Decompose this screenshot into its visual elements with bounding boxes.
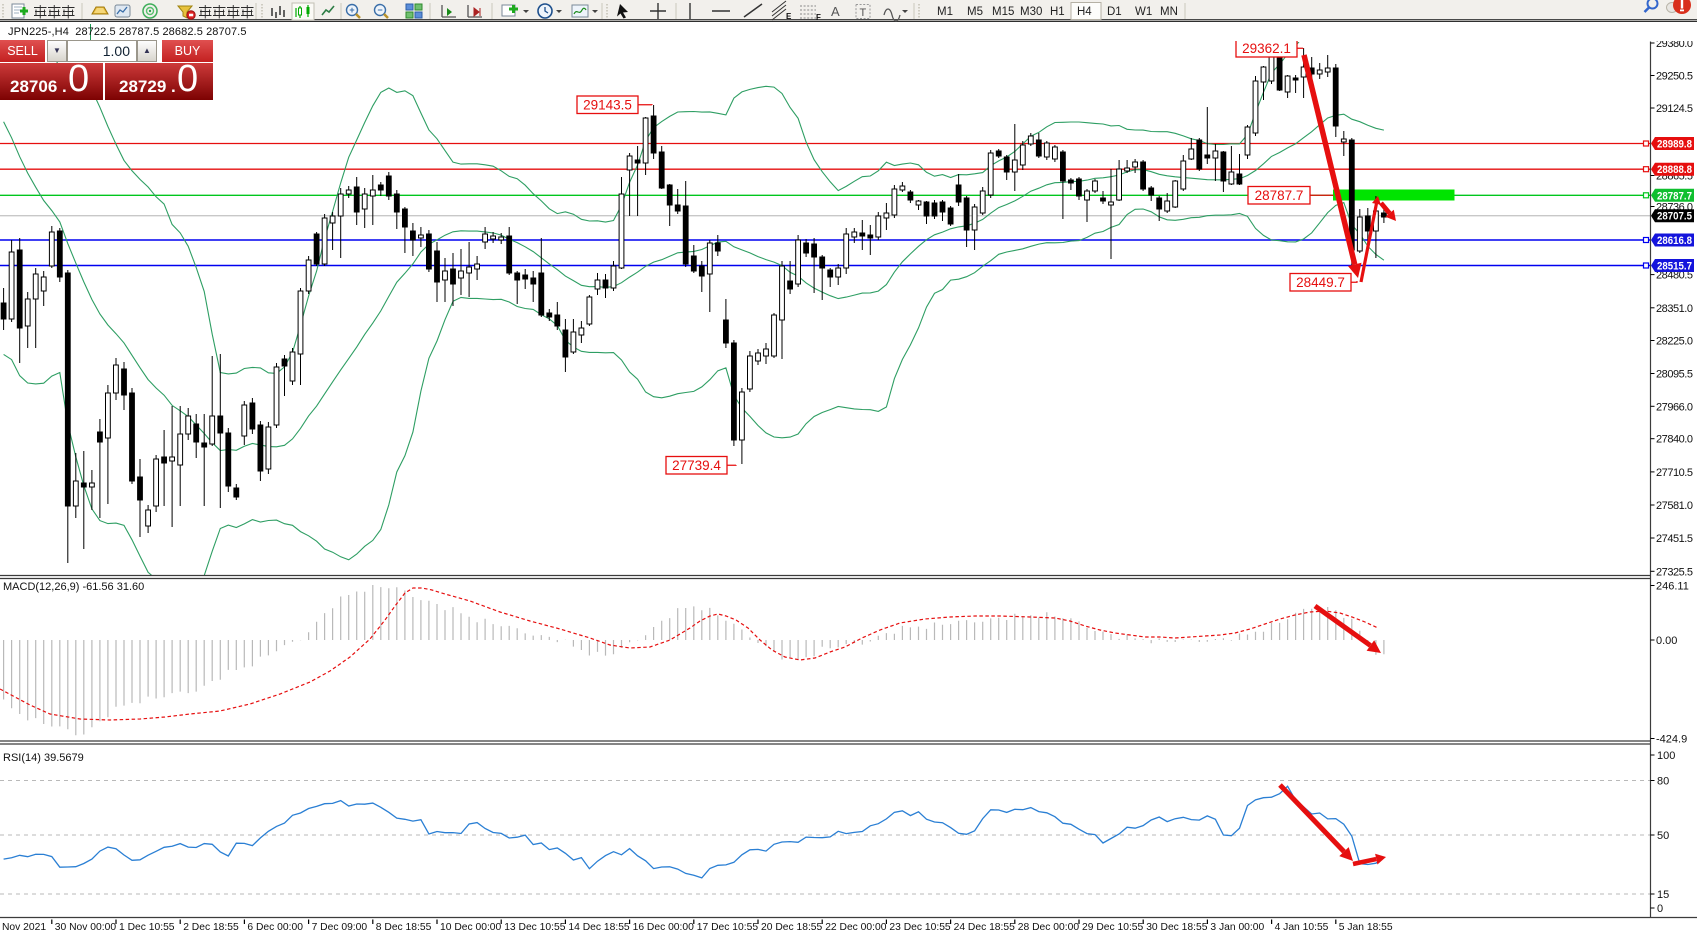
- svg-text:28449.7: 28449.7: [1296, 275, 1345, 290]
- svg-text:28225.0: 28225.0: [1656, 336, 1693, 348]
- svg-text:28095.5: 28095.5: [1656, 369, 1693, 381]
- svg-text:27739.4: 27739.4: [672, 458, 721, 473]
- svg-text:8 Dec 18:55: 8 Dec 18:55: [376, 922, 432, 933]
- svg-text:28989.8: 28989.8: [1657, 139, 1692, 151]
- svg-text:MN: MN: [1160, 6, 1178, 18]
- svg-text:H4: H4: [1077, 6, 1092, 18]
- svg-text:246.11: 246.11: [1656, 581, 1689, 593]
- svg-text:27325.5: 27325.5: [1656, 566, 1693, 578]
- svg-text:28787.7: 28787.7: [1657, 190, 1692, 202]
- svg-text:1 Dec 10:55: 1 Dec 10:55: [119, 922, 175, 933]
- svg-text:30 Nov 00:00: 30 Nov 00:00: [55, 922, 117, 933]
- svg-text:4 Jan 10:55: 4 Jan 10:55: [1275, 922, 1329, 933]
- svg-text:0.00: 0.00: [1656, 635, 1677, 647]
- svg-text:29362.1: 29362.1: [1242, 41, 1291, 56]
- svg-text:MACD(12,26,9) -61.56 31.60: MACD(12,26,9) -61.56 31.60: [3, 581, 144, 593]
- svg-text:E: E: [786, 12, 792, 21]
- svg-text:27966.0: 27966.0: [1656, 401, 1693, 413]
- svg-text:29380.0: 29380.0: [1656, 38, 1693, 50]
- svg-text:27710.5: 27710.5: [1656, 467, 1693, 479]
- svg-text:13 Dec 10:55: 13 Dec 10:55: [504, 922, 566, 933]
- svg-text:-424.9: -424.9: [1656, 734, 1687, 746]
- svg-text:14 Dec 18:55: 14 Dec 18:55: [568, 922, 630, 933]
- svg-text:RSI(14) 39.5679: RSI(14) 39.5679: [3, 752, 84, 764]
- svg-text:27840.0: 27840.0: [1656, 434, 1693, 446]
- svg-text:28351.0: 28351.0: [1656, 303, 1693, 315]
- svg-text:Nov 2021: Nov 2021: [2, 922, 46, 933]
- svg-text:6 Dec 00:00: 6 Dec 00:00: [247, 922, 303, 933]
- svg-text:M30: M30: [1020, 6, 1042, 18]
- svg-text:50: 50: [1657, 830, 1669, 842]
- svg-text:+: +: [349, 5, 354, 15]
- svg-text:29124.5: 29124.5: [1656, 103, 1693, 115]
- svg-text:29143.5: 29143.5: [583, 98, 632, 113]
- svg-text:W1: W1: [1135, 6, 1152, 18]
- svg-text:27451.5: 27451.5: [1656, 533, 1693, 545]
- svg-text:T: T: [860, 7, 867, 19]
- svg-text:3 Jan 00:00: 3 Jan 00:00: [1210, 922, 1264, 933]
- svg-text:M5: M5: [967, 6, 983, 18]
- svg-text:30 Dec 18:55: 30 Dec 18:55: [1146, 922, 1208, 933]
- svg-text:D1: D1: [1107, 6, 1122, 18]
- svg-text:0: 0: [1657, 903, 1663, 915]
- svg-text:28707.5: 28707.5: [1657, 211, 1692, 223]
- svg-text:22 Dec 00:00: 22 Dec 00:00: [825, 922, 887, 933]
- svg-text:23 Dec 10:55: 23 Dec 10:55: [889, 922, 951, 933]
- svg-text:M15: M15: [992, 6, 1014, 18]
- svg-text:27581.0: 27581.0: [1656, 500, 1693, 512]
- svg-text:M1: M1: [937, 6, 953, 18]
- svg-text:28888.8: 28888.8: [1657, 164, 1692, 176]
- svg-text:15: 15: [1657, 889, 1669, 901]
- svg-text:H1: H1: [1050, 6, 1065, 18]
- svg-text:28480.5: 28480.5: [1656, 270, 1693, 282]
- svg-text:80: 80: [1657, 776, 1669, 788]
- svg-text:28515.7: 28515.7: [1657, 261, 1692, 273]
- svg-text:−: −: [377, 5, 382, 15]
- svg-text:24 Dec 18:55: 24 Dec 18:55: [954, 922, 1016, 933]
- svg-text:F: F: [816, 13, 821, 22]
- svg-text:2 Dec 18:55: 2 Dec 18:55: [183, 922, 239, 933]
- svg-text:16 Dec 00:00: 16 Dec 00:00: [633, 922, 695, 933]
- svg-text:29 Dec 10:55: 29 Dec 10:55: [1082, 922, 1144, 933]
- svg-text:28616.8: 28616.8: [1657, 235, 1692, 247]
- svg-text:5 Jan 18:55: 5 Jan 18:55: [1339, 922, 1393, 933]
- svg-text:17 Dec 10:55: 17 Dec 10:55: [697, 922, 759, 933]
- svg-text:7 Dec 09:00: 7 Dec 09:00: [312, 922, 368, 933]
- svg-text:28787.7: 28787.7: [1255, 188, 1304, 203]
- svg-text:28 Dec 00:00: 28 Dec 00:00: [1018, 922, 1080, 933]
- svg-text:100: 100: [1657, 750, 1675, 762]
- svg-text:10 Dec 00:00: 10 Dec 00:00: [440, 922, 502, 933]
- svg-text:A: A: [831, 4, 840, 19]
- svg-text:29250.5: 29250.5: [1656, 71, 1693, 83]
- svg-text:20 Dec 18:55: 20 Dec 18:55: [761, 922, 823, 933]
